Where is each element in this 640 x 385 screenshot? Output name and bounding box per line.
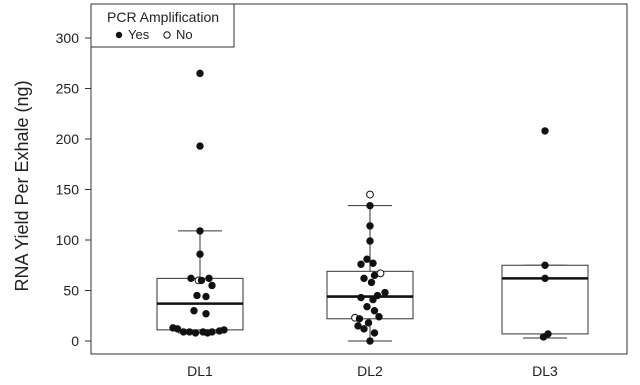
data-point-yes (370, 329, 379, 337)
data-point-no (366, 190, 374, 199)
data-point-yes (366, 222, 374, 230)
data-point-yes (370, 307, 379, 315)
data-point-yes (173, 325, 182, 333)
data-point-yes (357, 260, 365, 268)
data-point-yes (187, 274, 195, 283)
data-point-yes (203, 329, 212, 337)
data-point-yes (357, 293, 365, 302)
legend-title: PCR Amplification (107, 9, 219, 25)
data-point-yes (208, 281, 216, 290)
data-point-yes (196, 69, 204, 78)
data-point-yes (360, 274, 368, 283)
legend-label-yes: Yes (128, 27, 150, 42)
data-point-yes (366, 337, 374, 345)
legend-label-no: No (176, 27, 193, 42)
data-point-yes (539, 333, 548, 341)
y-tick-label: 250 (56, 81, 80, 97)
data-point-yes (202, 292, 210, 301)
data-point-yes (355, 315, 364, 323)
legend-box (90, 3, 235, 48)
data-point-yes (197, 276, 206, 285)
data-point-yes (541, 261, 549, 269)
legend: PCR Amplification Yes No (90, 3, 235, 48)
data-point-yes (190, 307, 198, 315)
data-point-yes (196, 142, 204, 150)
y-axis-label: RNA Yield Per Exhale (ng) (12, 80, 32, 291)
data-point-yes (193, 291, 201, 300)
data-point-yes (541, 274, 549, 283)
y-tick-label: 0 (71, 333, 79, 349)
data-points (169, 69, 552, 345)
data-point-yes (366, 237, 374, 245)
legend-marker-yes (115, 31, 123, 39)
data-point-yes (196, 227, 204, 235)
data-point-yes (375, 313, 383, 321)
x-category-label: DL1 (187, 363, 213, 379)
data-point-yes (370, 271, 379, 280)
y-tick-label: 100 (56, 232, 80, 248)
data-point-yes (541, 127, 549, 135)
y-axis: 0 50 100 150 200 250 300 (56, 30, 92, 349)
data-point-yes (205, 274, 213, 283)
x-category-label: DL3 (532, 363, 558, 379)
legend-marker-no (163, 31, 171, 39)
data-point-yes (369, 295, 377, 304)
data-point-yes (366, 201, 374, 210)
data-point-yes (381, 288, 389, 297)
data-point-yes (202, 310, 210, 318)
y-tick-label: 150 (56, 182, 80, 198)
box-iqr (326, 270, 414, 320)
data-point-yes (191, 329, 200, 337)
data-point-yes (215, 327, 224, 335)
data-point-yes (363, 302, 371, 311)
data-point-yes (196, 250, 204, 258)
data-point-yes (369, 259, 377, 267)
y-tick-label: 200 (56, 131, 80, 147)
x-category-label: DL2 (357, 363, 383, 379)
x-axis-labels: DL1 DL2 DL3 (187, 363, 558, 379)
data-point-yes (185, 328, 194, 336)
data-point-yes (354, 322, 362, 330)
data-point-yes (363, 255, 371, 263)
data-point-yes (364, 319, 373, 327)
data-point-yes (367, 278, 376, 287)
y-tick-label: 50 (63, 283, 79, 299)
data-point-yes (360, 325, 368, 333)
y-tick-label: 300 (56, 30, 80, 46)
